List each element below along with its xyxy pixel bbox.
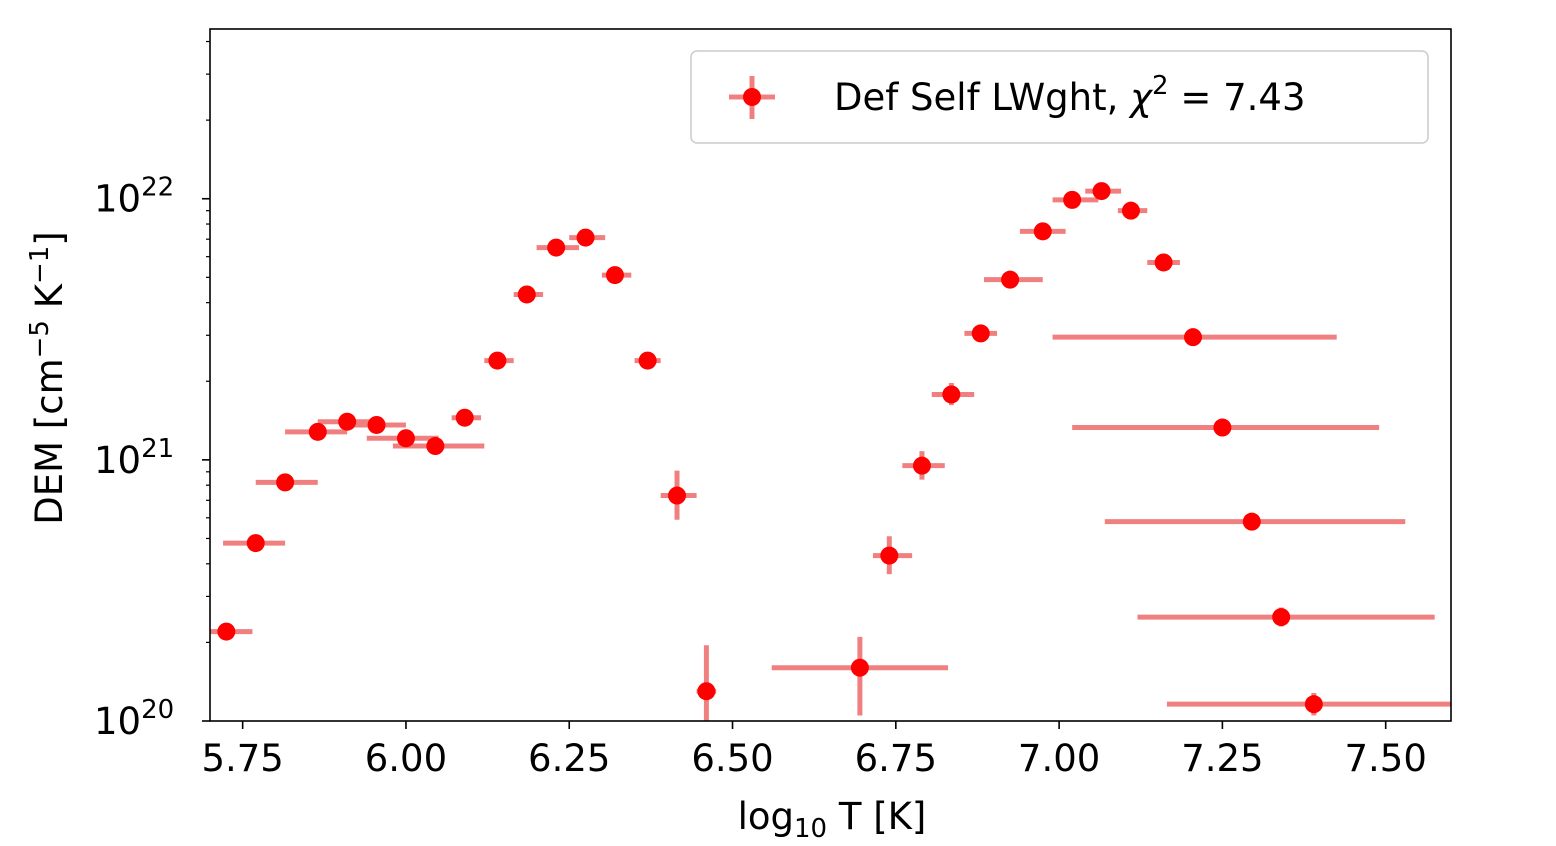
data-point bbox=[276, 473, 295, 492]
data-point bbox=[1304, 695, 1323, 714]
x-tick-label: 6.25 bbox=[528, 737, 610, 780]
y-tick-label: 1021 bbox=[94, 434, 174, 482]
data-point bbox=[396, 429, 415, 448]
data-point bbox=[338, 412, 357, 431]
x-tick-label: 7.25 bbox=[1181, 737, 1263, 780]
y-tick-label: 1022 bbox=[94, 173, 174, 221]
x-axis: 5.75 6.00 6.25 6.50 6.75 7.00 7.25 7.50 bbox=[201, 721, 1427, 780]
legend-marker bbox=[743, 88, 761, 106]
data-point bbox=[1154, 253, 1173, 272]
markers-layer bbox=[217, 182, 1323, 714]
x-tick-label: 6.00 bbox=[365, 737, 447, 780]
data-point bbox=[668, 486, 687, 505]
data-point bbox=[1121, 201, 1140, 220]
y-axis-title: DEM [cm−5 K−1] bbox=[25, 231, 71, 525]
data-point bbox=[367, 415, 386, 434]
data-point bbox=[697, 682, 716, 701]
data-point bbox=[638, 351, 657, 370]
data-point bbox=[1001, 270, 1020, 289]
data-point bbox=[246, 534, 265, 553]
y-axis: 1020 1021 1022 bbox=[94, 40, 210, 743]
data-point bbox=[912, 456, 931, 475]
data-point bbox=[217, 622, 236, 641]
data-point bbox=[605, 266, 624, 285]
data-point bbox=[1272, 608, 1291, 627]
x-tick-label: 5.75 bbox=[201, 737, 283, 780]
data-point bbox=[426, 437, 445, 456]
data-point bbox=[455, 408, 474, 427]
data-point bbox=[1063, 190, 1082, 209]
legend-box bbox=[690, 50, 1429, 144]
data-point bbox=[488, 351, 507, 370]
legend: Def Self LWght, χ2 = 7.43 bbox=[690, 50, 1429, 144]
data-point bbox=[971, 324, 990, 343]
data-point bbox=[517, 285, 536, 304]
x-axis-title: log10 T [K] bbox=[738, 795, 927, 844]
data-point bbox=[1092, 182, 1111, 201]
data-point bbox=[308, 422, 327, 441]
data-point bbox=[1184, 328, 1203, 347]
plot-frame bbox=[209, 28, 1452, 722]
data-point bbox=[850, 658, 869, 677]
x-tick-label: 7.50 bbox=[1344, 737, 1426, 780]
y-tick-label: 1020 bbox=[94, 695, 174, 743]
data-point bbox=[576, 228, 595, 247]
errorbars-layer bbox=[210, 188, 1451, 721]
data-point bbox=[1213, 418, 1232, 437]
x-tick-label: 6.50 bbox=[691, 737, 773, 780]
legend-label: Def Self LWght, χ2 = 7.43 bbox=[834, 71, 1306, 119]
x-tick-label: 6.75 bbox=[855, 737, 937, 780]
data-point bbox=[880, 546, 899, 565]
data-point bbox=[1242, 512, 1261, 531]
x-tick-label: 7.00 bbox=[1018, 737, 1100, 780]
data-point bbox=[942, 385, 961, 404]
data-point bbox=[1033, 222, 1052, 241]
data-point bbox=[547, 238, 566, 257]
